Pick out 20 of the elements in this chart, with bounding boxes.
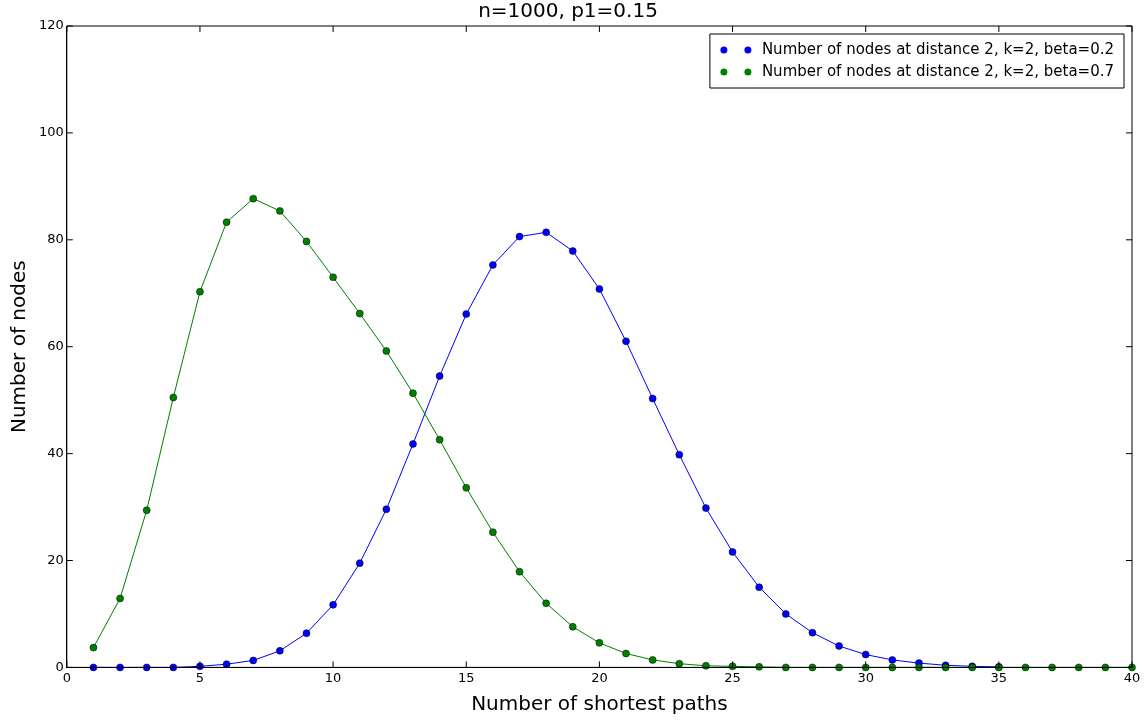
x-tick-label: 20 (591, 669, 608, 685)
x-tick-label: 40 (1123, 669, 1141, 685)
y-tick-label: 120 (38, 17, 64, 33)
legend-label: Number of nodes at distance 2, k=2, beta=0.7 (761, 61, 1115, 80)
x-tick-label: 5 (195, 669, 205, 685)
chart-title: n=1000, p1=0.15 (478, 0, 658, 23)
x-tick-label: 10 (324, 669, 342, 685)
y-tick-label: 80 (47, 231, 64, 247)
x-tick-label: 35 (990, 669, 1008, 685)
legend-label: Number of nodes at distance 2, k=2, beta=0.2 (761, 39, 1115, 58)
x-tick-label: 15 (457, 669, 475, 685)
y-tick-label: 0 (55, 658, 64, 674)
y-tick-label: 100 (38, 124, 64, 140)
y-tick-label: 20 (47, 551, 64, 567)
y-tick-label: 40 (47, 444, 64, 460)
x-tick-label: 25 (724, 669, 741, 685)
y-axis-title: Number of nodes (6, 260, 31, 434)
x-axis-title: Number of shortest paths (471, 691, 728, 716)
x-tick-label: 30 (857, 669, 874, 685)
y-tick-label: 60 (47, 338, 64, 354)
